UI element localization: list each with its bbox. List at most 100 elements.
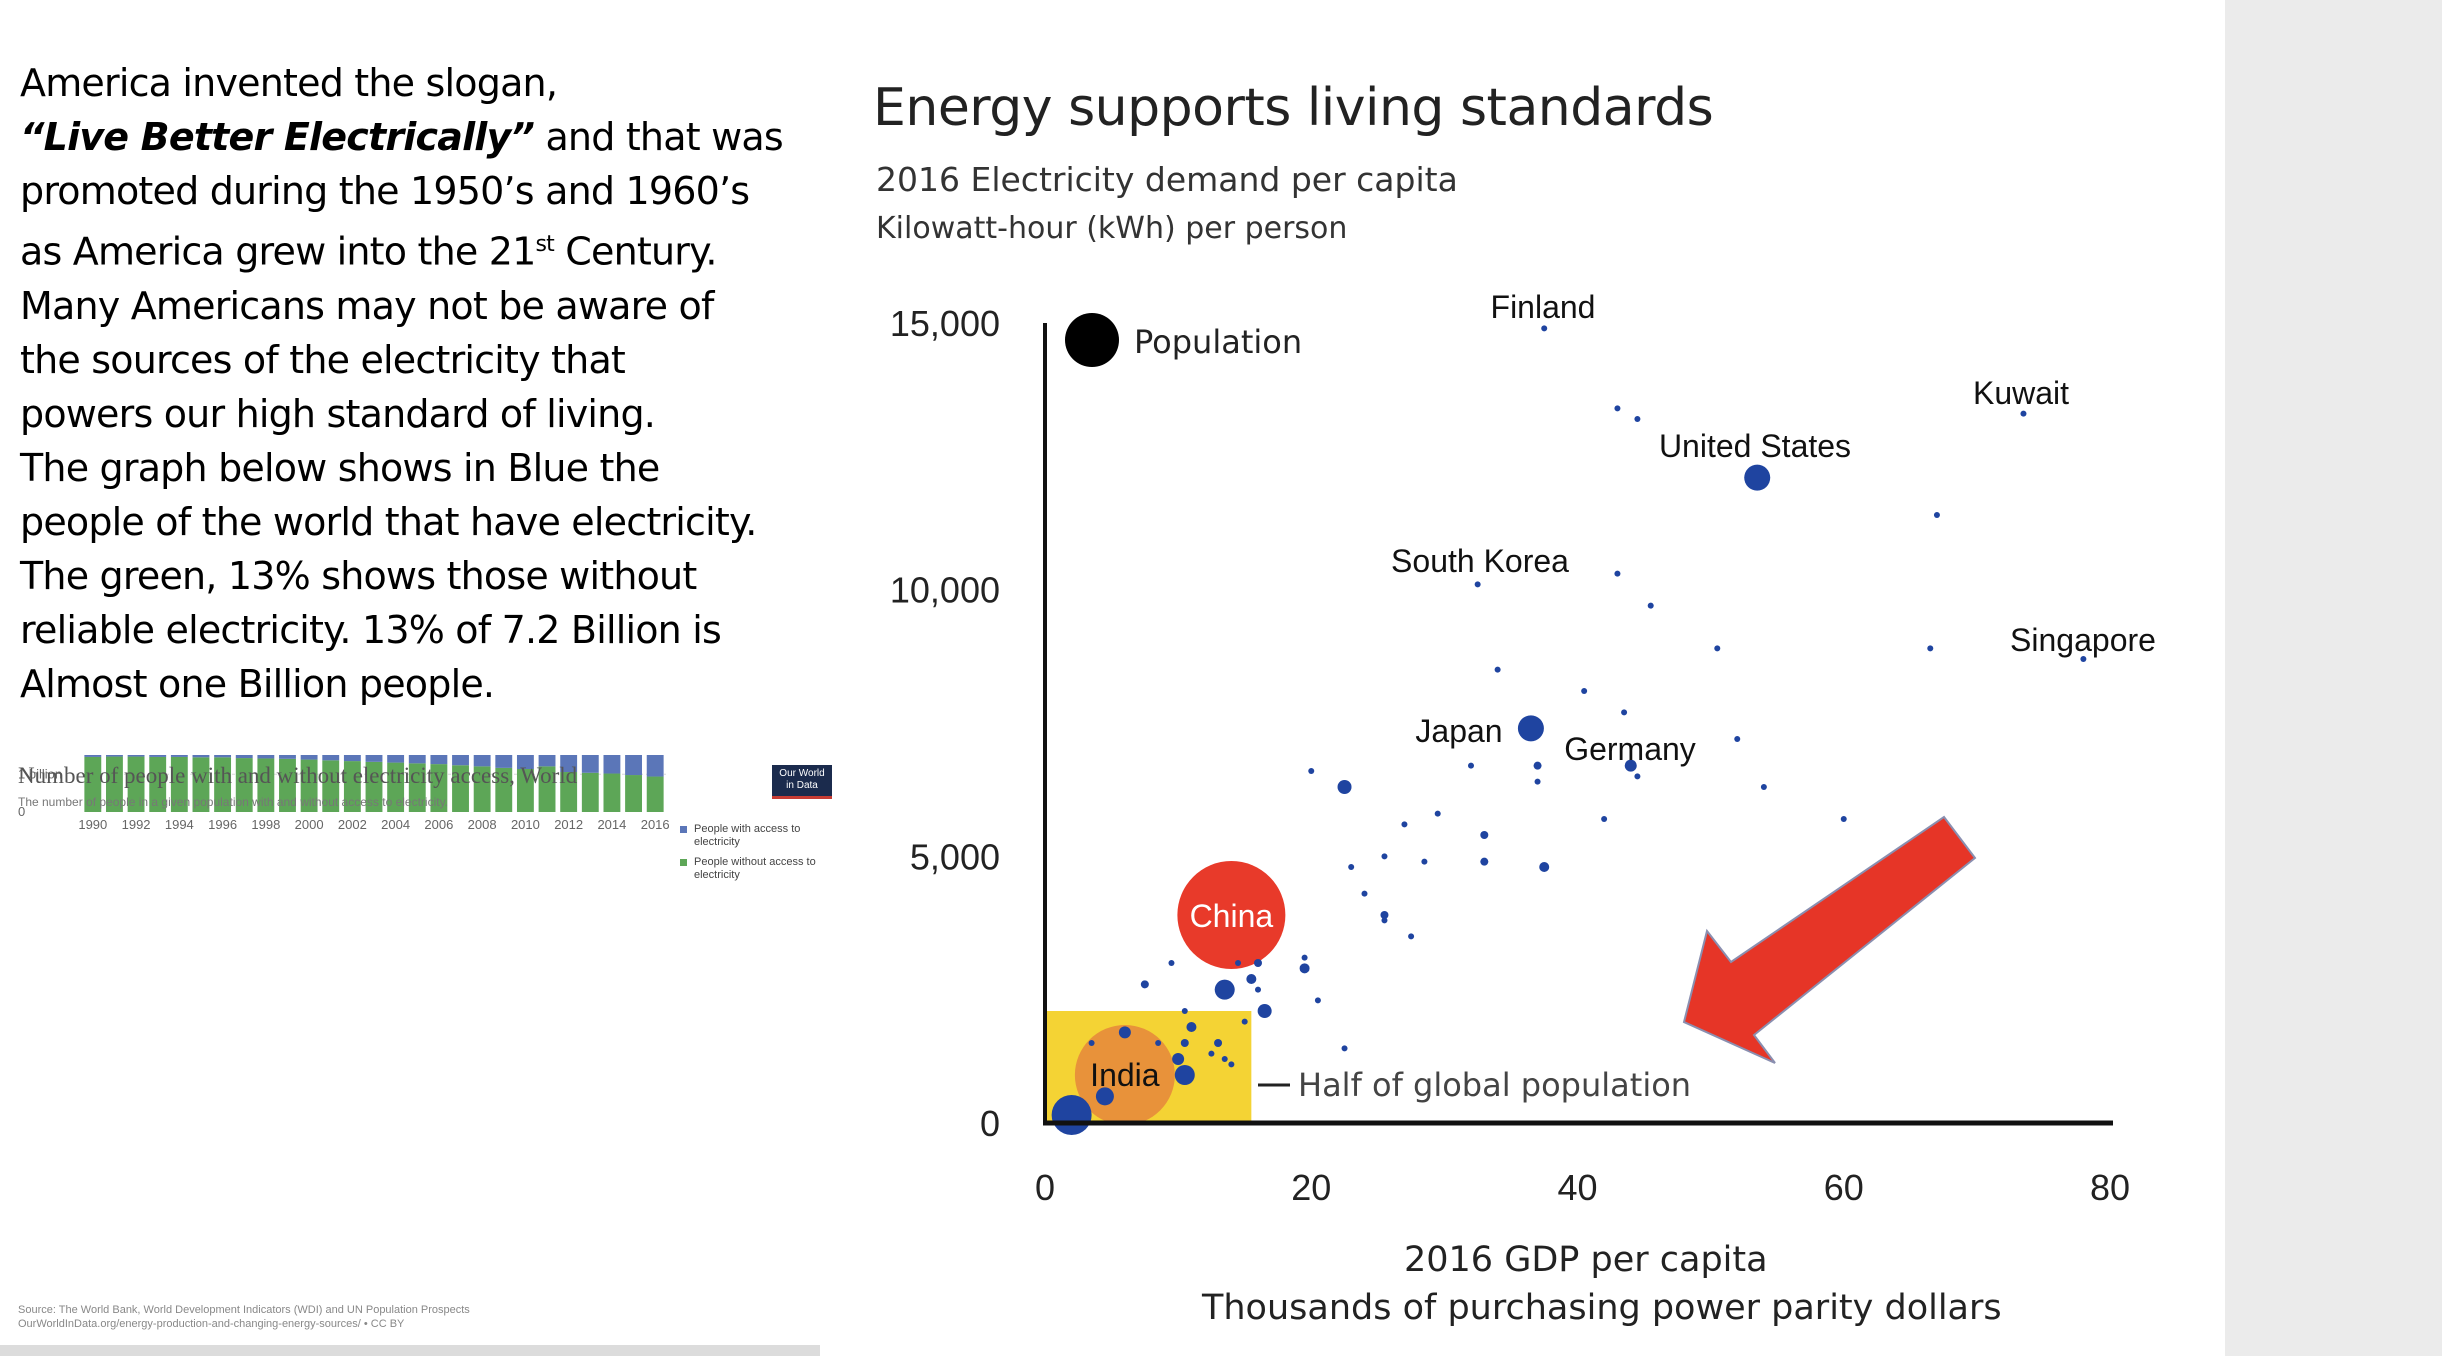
country-bubble <box>1235 960 1242 966</box>
intro-line: Many Americans may not be aware of <box>20 283 714 328</box>
owid-bar-with-access <box>516 755 534 770</box>
country-bubble <box>1314 997 1321 1004</box>
country-label-united-states: United States <box>1659 428 1851 464</box>
half-population-label: Half of global population <box>1298 1066 1691 1104</box>
owid-bar-without-access <box>365 761 383 812</box>
intro-line: The green, 13% shows those without <box>20 553 697 598</box>
country-bubble <box>1601 816 1608 822</box>
y-tick-label: 10,000 <box>890 570 1000 611</box>
country-bubble <box>1614 405 1621 412</box>
owid-bar-with-access <box>300 755 318 760</box>
owid-legend-label: electricity <box>694 869 740 881</box>
country-bubble <box>1760 784 1767 790</box>
country-bubble <box>1214 1039 1223 1047</box>
intro-paragraph: America invented the slogan, “Live Bette… <box>20 56 800 711</box>
country-bubble-kuwait <box>2020 410 2027 417</box>
owid-x-tick-label: 2010 <box>511 817 540 832</box>
country-bubble <box>1927 645 1934 652</box>
main-chart-unit: Kilowatt-hour (kWh) per person <box>876 211 1348 246</box>
country-bubble <box>1246 974 1257 984</box>
population-legend-marker <box>1065 313 1119 367</box>
owid-bar-with-access <box>257 755 275 759</box>
country-label-south-korea: South Korea <box>1391 543 1569 579</box>
country-bubble <box>1214 979 1235 1000</box>
x-tick-label: 80 <box>2090 1167 2130 1208</box>
country-bubble <box>1208 1050 1215 1057</box>
owid-x-tick-label: 2004 <box>381 817 410 832</box>
owid-bar-without-access <box>257 758 275 812</box>
x-tick-label: 60 <box>1824 1167 1864 1208</box>
x-tick-label: 40 <box>1557 1167 1597 1208</box>
country-label-singapore: Singapore <box>2010 622 2156 658</box>
country-bubble-south-korea <box>1474 581 1481 588</box>
owid-bar-with-access <box>646 755 664 777</box>
owid-x-tick-label: 1992 <box>122 817 151 832</box>
country-bubble <box>1186 1022 1197 1032</box>
country-bubble <box>1533 761 1542 770</box>
owid-bar-with-access <box>538 755 556 767</box>
owid-bar-without-access <box>625 775 642 812</box>
country-bubble <box>1381 917 1388 924</box>
country-bubble <box>1181 1008 1188 1014</box>
country-bubble <box>1408 933 1415 940</box>
owid-bar-with-access <box>170 755 188 757</box>
owid-x-tick-label: 1990 <box>78 817 107 832</box>
country-bubble <box>1341 1045 1348 1052</box>
country-bubble <box>1254 959 1262 967</box>
country-bubble <box>1301 954 1308 961</box>
intro-line: powers our high standard of living. <box>20 391 656 436</box>
intro-line: reliable electricity. 13% of 7.2 Billion… <box>20 607 722 652</box>
country-bubble <box>1337 780 1352 794</box>
owid-bar-without-access <box>170 756 188 812</box>
intro-line: people of the world that have electricit… <box>20 499 757 544</box>
owid-x-tick-label: 2016 <box>641 817 670 832</box>
owid-bar-with-access <box>387 755 405 763</box>
owid-x-tick-label: 2012 <box>554 817 583 832</box>
owid-x-tick-label: 2014 <box>597 817 626 832</box>
country-bubble <box>1434 810 1441 817</box>
country-bubble-japan <box>1517 715 1544 742</box>
owid-chart-svg: 01 billion2 billion3 billion4 billion5 b… <box>18 755 816 881</box>
owid-bar-without-access <box>84 756 102 812</box>
owid-bar-with-access <box>343 755 361 762</box>
owid-bar-with-access <box>581 755 599 773</box>
country-bubble <box>1381 853 1388 860</box>
owid-legend-swatch <box>680 859 687 866</box>
owid-bar-with-access <box>84 755 102 757</box>
owid-subtitle: The number of people in a given populati… <box>18 795 449 809</box>
country-label-kuwait: Kuwait <box>1973 375 2069 411</box>
bottom-strip <box>0 1345 820 1356</box>
y-tick-label: 15,000 <box>890 303 1000 344</box>
country-bubble <box>1155 1040 1162 1046</box>
country-bubble <box>1088 1040 1095 1046</box>
right-gutter <box>2225 0 2442 1356</box>
owid-bar-without-access <box>322 760 340 812</box>
owid-logo-line2: in Data <box>786 780 818 791</box>
owid-x-tick-label: 1996 <box>208 817 237 832</box>
owid-x-tick-label: 2000 <box>295 817 324 832</box>
intro-line: as America grew into the 21st Century. <box>20 218 800 279</box>
owid-y-tick-label: 0 <box>18 804 25 819</box>
owid-logo-line1: Our World <box>779 768 825 779</box>
owid-bar-with-access <box>560 755 578 773</box>
intro-line: “Live Better Electrically” and that was <box>20 110 800 164</box>
country-bubble <box>1308 768 1315 774</box>
country-bubble <box>1348 864 1355 870</box>
country-bubble <box>1299 963 1310 974</box>
owid-bar-with-access <box>625 755 642 776</box>
owid-bar-without-access <box>538 766 556 812</box>
owid-bar-with-access <box>214 755 232 758</box>
owid-y-tick-label: 1 billion <box>18 766 62 781</box>
country-label-china: China <box>1190 898 1274 934</box>
country-bubble <box>1634 416 1641 422</box>
country-bubble <box>1539 862 1550 872</box>
intro-line: Almost one Billion people. <box>20 661 495 706</box>
intro-line: America invented the slogan, <box>20 61 558 105</box>
owid-bar-without-access <box>473 766 491 812</box>
owid-bar-with-access <box>235 755 253 759</box>
owid-bar-with-access <box>192 755 210 758</box>
owid-legend-label: People with access to <box>694 823 800 835</box>
owid-source-line1: Source: The World Bank, World Developmen… <box>18 1304 470 1316</box>
